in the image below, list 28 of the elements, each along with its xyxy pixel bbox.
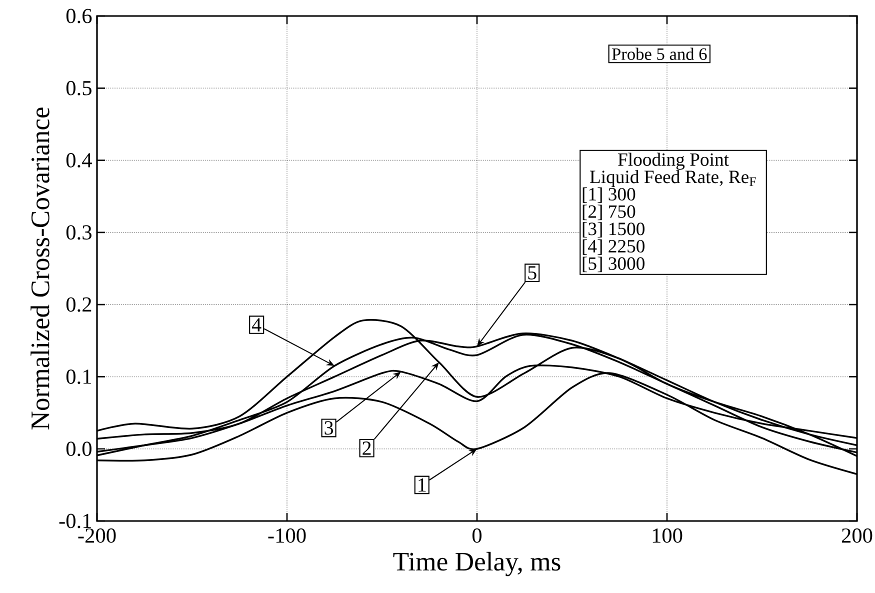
text: 5 bbox=[528, 266, 536, 280]
x-axis-title: Time Delay, ms bbox=[393, 552, 560, 576]
y-tick-label: 0.1 bbox=[66, 369, 92, 384]
y-axis-title: Normalized Cross-Covariance bbox=[30, 108, 50, 430]
y-tick-label: 0.2 bbox=[66, 297, 92, 312]
annotation: Liquid Feed Rate, Re$_{F}$ bbox=[590, 170, 756, 188]
x-tick-label: 100 bbox=[652, 528, 682, 543]
y-tick-label: 0.6 bbox=[66, 8, 92, 24]
y-tick-label: 0.5 bbox=[66, 80, 92, 96]
y-tick-label: -0.1 bbox=[59, 514, 92, 528]
y-tick-label: 0.3 bbox=[66, 225, 92, 240]
annotation: [3] 1500 bbox=[582, 222, 644, 238]
annotation: [5] 3000 bbox=[582, 256, 644, 272]
x-tick-label: -100 bbox=[268, 528, 306, 543]
text: 1 bbox=[418, 478, 426, 492]
annotation: [1] 300 bbox=[582, 187, 636, 203]
y-tick-label: 0.0 bbox=[66, 442, 92, 456]
legend-title: Flooding Point bbox=[618, 152, 729, 170]
text: 4 bbox=[252, 318, 262, 332]
y-tick-label: 0.4 bbox=[66, 153, 92, 168]
annotation: [4] 2250 bbox=[582, 239, 644, 255]
x-tick-label: 200 bbox=[842, 528, 872, 543]
annotation: Probe 5 and 6 bbox=[612, 48, 707, 60]
x-tick-label: -200 bbox=[78, 528, 116, 543]
x-tick-label: 0 bbox=[472, 528, 482, 543]
annotation: [2] 750 bbox=[582, 204, 636, 220]
series-label: 3 bbox=[324, 421, 334, 435]
legend-label: 2 bbox=[362, 442, 371, 455]
